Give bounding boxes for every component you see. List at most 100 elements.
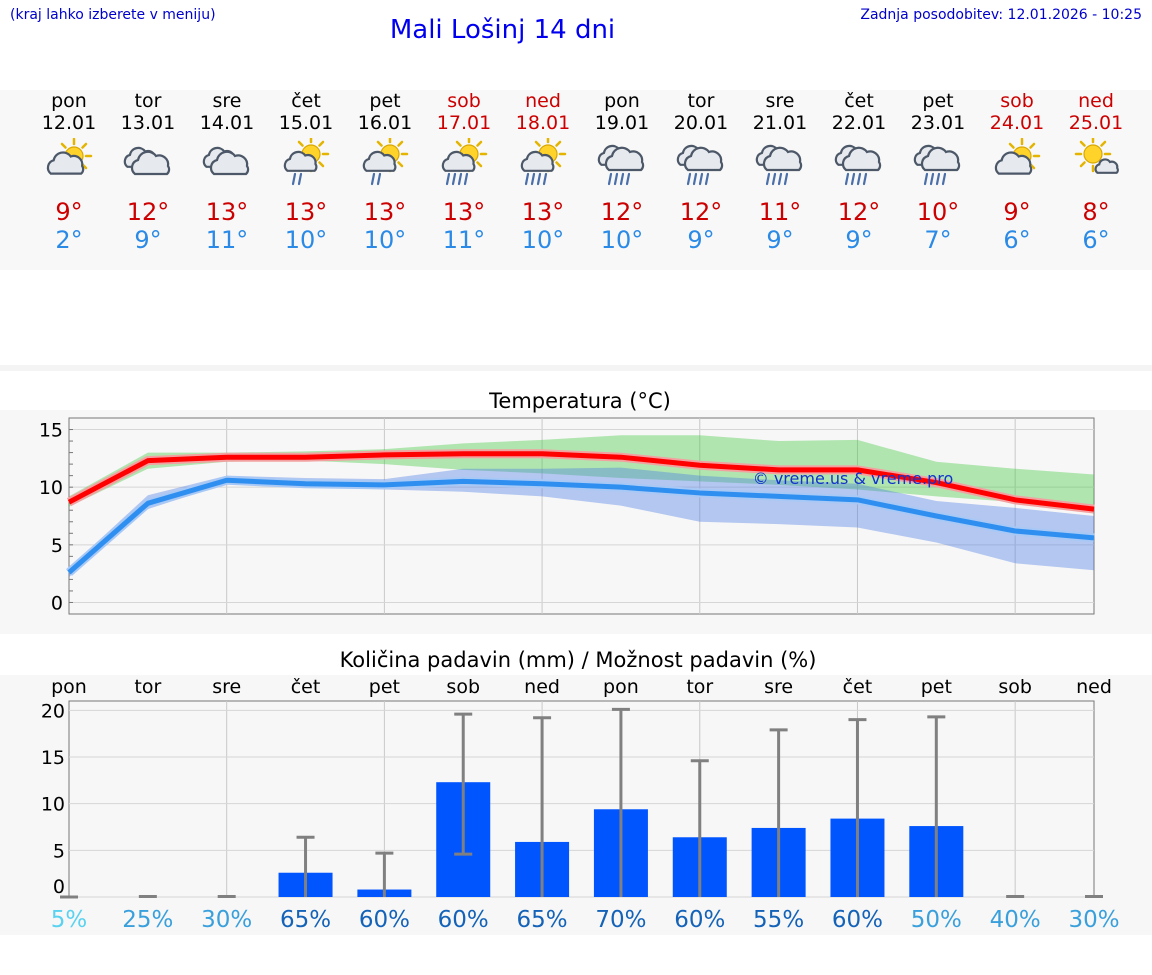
max-temp: 12° [679,198,723,226]
cloud-rain-icon [755,144,803,186]
day-date: 15.01 [278,112,334,134]
sun-cloud-rain-icon [441,138,488,186]
day-name: pon [51,90,87,112]
min-temp: 6° [1003,226,1031,254]
x-tick-label: čet [843,676,873,698]
day-column: ned 18.01 13° 10° [504,90,582,254]
day-name: tor [687,90,715,112]
weather-icon [362,138,409,186]
day-name: tor [134,90,162,112]
precip-probability: 50% [911,907,962,933]
cloudy-icon [123,146,171,176]
precip-probability: 60% [359,907,410,933]
day-column: pet 23.01 10° 7° [899,90,977,254]
min-temp: 10° [363,226,407,254]
cloudy-icon [202,146,250,176]
max-temp: 13° [521,198,565,226]
weather-icon [520,138,567,186]
min-temp: 6° [1082,226,1110,254]
x-tick-label: tor [134,676,161,698]
weather-icon [913,144,961,186]
max-temp: 9° [55,198,83,226]
partly-cloudy-sun-icon [994,138,1041,175]
day-column: čet 22.01 12° 9° [820,90,898,254]
day-column: sre 14.01 13° 11° [188,90,266,254]
location-hint[interactable]: (kraj lahko izberete v meniju) [10,7,216,23]
max-temp: 12° [126,198,170,226]
day-column: čet 15.01 13° 10° [267,90,345,254]
x-tick-label: ned [524,676,560,698]
day-column: pon 12.01 9° 2° [30,90,108,254]
cloud-rain-icon [913,144,961,186]
day-name: čet [291,90,321,112]
section-divider [0,365,1152,371]
day-name: sre [765,90,795,112]
weather-icon [441,138,488,186]
max-temp: 13° [442,198,486,226]
min-temp: 10° [600,226,644,254]
day-name: sre [212,90,242,112]
x-tick-label: tor [686,676,713,698]
sun-small-cloud-icon [1074,138,1119,174]
precip-probability: 65% [280,907,331,933]
max-temp: 11° [758,198,802,226]
x-tick-label: sre [212,676,241,698]
day-date: 16.01 [357,112,413,134]
x-tick-label: pet [369,676,400,698]
y-tick-label: 0 [53,876,65,898]
sun-cloud-rain-icon [520,138,567,186]
max-temp: 13° [363,198,407,226]
precip-probability: 70% [595,907,646,933]
min-temp: 11° [442,226,486,254]
day-date: 18.01 [515,112,571,134]
day-name: sob [1000,90,1034,112]
precip-probability: 30% [201,907,252,933]
y-tick-label: 5 [53,840,65,862]
max-temp: 13° [205,198,249,226]
page-title: Mali Lošinj 14 dni [389,15,616,45]
weather-icon [46,138,93,175]
day-name: pet [922,90,954,112]
y-tick-label: 10 [41,794,65,816]
day-column: pon 19.01 12° 10° [583,90,661,254]
precip-probability: 60% [832,907,883,933]
min-temp: 2° [55,226,83,254]
day-column: sob 17.01 13° 11° [425,90,503,254]
y-tick-label: 0 [51,592,63,614]
min-temp: 9° [687,226,715,254]
day-column: sre 21.01 11° 9° [741,90,819,254]
cloud-rain-icon [676,144,724,186]
weather-icon [123,146,171,176]
min-temp: 7° [924,226,952,254]
x-tick-label: sob [998,676,1032,698]
weather-icon [283,138,330,186]
day-name: sob [447,90,481,112]
day-date: 22.01 [831,112,887,134]
sun-cloud-light-rain-icon [362,138,409,186]
watermark: © vreme.us & vreme.pro [753,469,954,488]
temperature-chart: 0 5 10 15 Temperatura (°C) © vreme.us & vreme… [0,389,1152,634]
day-date: 23.01 [910,112,966,134]
day-column: tor 13.01 12° 9° [109,90,187,254]
day-column: sob 24.01 9° 6° [978,90,1056,254]
y-tick-label: 20 [41,700,65,722]
day-name: pet [369,90,401,112]
last-update: Zadnja posodobitev: 12.01.2026 - 10:25 [860,7,1142,23]
cloud-rain-icon [834,144,882,186]
cloud-rain-icon [597,144,645,186]
partly-cloudy-sun-icon [46,138,93,175]
max-temp: 13° [284,198,328,226]
precip-probability: 60% [438,907,489,933]
day-column: pet 16.01 13° 10° [346,90,424,254]
min-temp: 11° [205,226,249,254]
min-temp: 9° [845,226,873,254]
y-tick-label: 15 [41,747,65,769]
day-date: 21.01 [752,112,808,134]
x-tick-label: sob [446,676,480,698]
precipitation-chart: 0 5 10 15 20 Količina padavin (mm) / Možnost … [0,648,1152,935]
x-tick-label: pon [51,676,87,698]
day-date: 17.01 [436,112,492,134]
x-tick-label: ned [1076,676,1112,698]
x-tick-label: pet [921,676,952,698]
weather-icon [755,144,803,186]
